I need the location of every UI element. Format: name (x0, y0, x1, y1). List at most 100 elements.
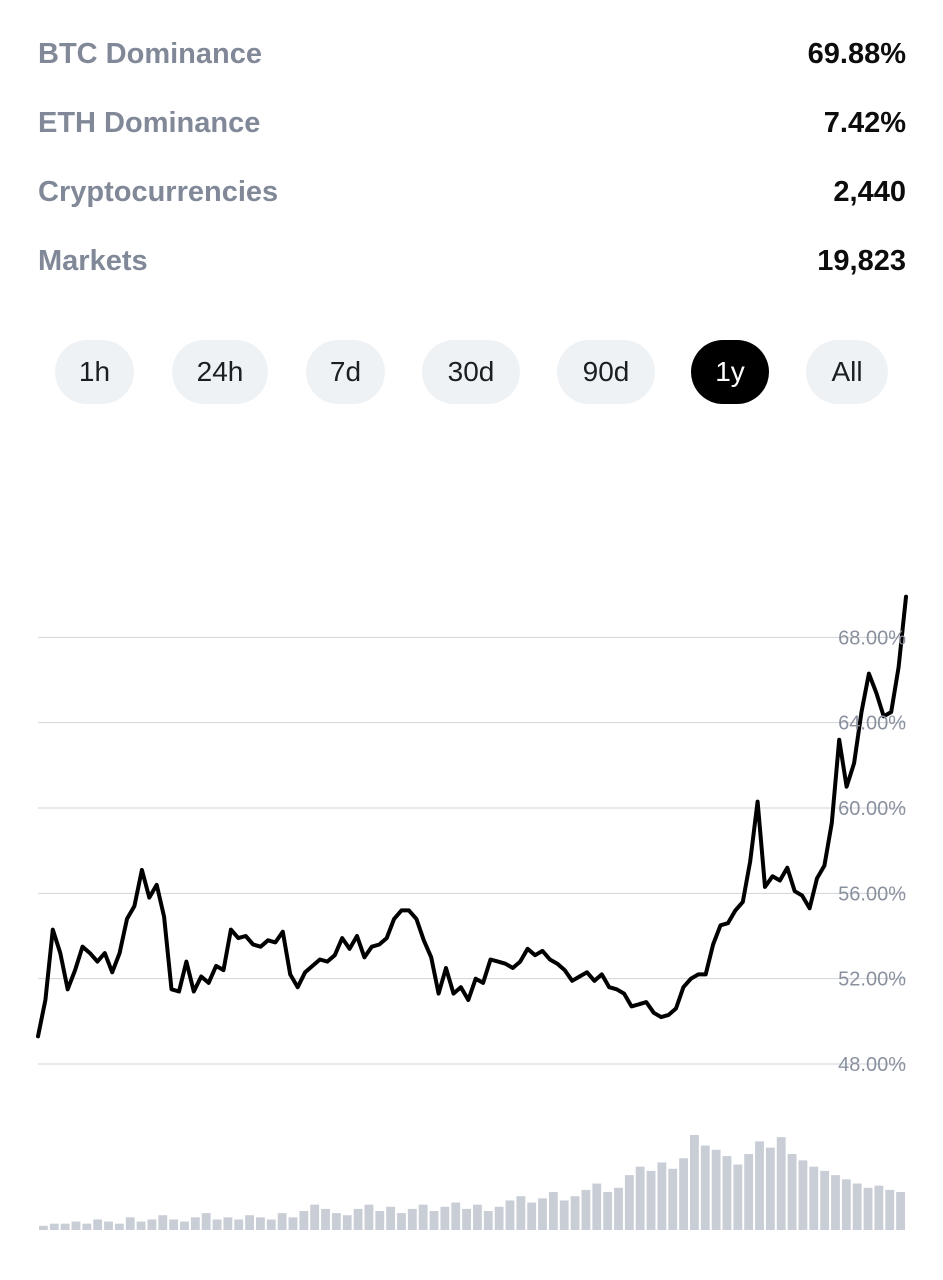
volume-bar (418, 1204, 428, 1230)
stat-row-btc-dominance: BTC Dominance 69.88% (38, 22, 906, 91)
volume-bar (505, 1200, 515, 1230)
y-tick-label: 52.00% (838, 969, 906, 991)
volume-bar (831, 1175, 840, 1230)
volume-bar (49, 1223, 59, 1230)
stat-label: BTC Dominance (38, 38, 262, 70)
volume-bar (386, 1206, 396, 1230)
range-tab-all[interactable]: All (806, 340, 888, 404)
stat-row-cryptocurrencies: Cryptocurrencies 2,440 (38, 160, 906, 229)
volume-bar (483, 1211, 493, 1230)
volume-bar (809, 1166, 819, 1230)
volume-bar (440, 1206, 450, 1230)
global-stats-panel: BTC Dominance 69.88% ETH Dominance 7.42%… (38, 22, 906, 298)
volume-bar (527, 1202, 537, 1230)
y-tick-label: 56.00% (838, 883, 906, 905)
volume-bar (559, 1200, 569, 1230)
volume-bar (538, 1198, 547, 1230)
volume-bar (885, 1189, 895, 1230)
dominance-line (36, 594, 908, 1039)
y-tick-label: 64.00% (838, 713, 906, 735)
volume-bar (776, 1137, 786, 1230)
volume-bar (288, 1217, 298, 1230)
volume-bar (321, 1208, 330, 1230)
volume-bar (212, 1219, 222, 1230)
volume-bar (353, 1208, 363, 1230)
y-tick-label: 60.00% (838, 798, 906, 820)
volume-bar (39, 1225, 48, 1230)
dominance-series (36, 594, 908, 1039)
volume-bar (657, 1162, 667, 1230)
stat-label: Cryptocurrencies (38, 176, 279, 208)
volume-bar (852, 1183, 862, 1230)
volume-bar (429, 1211, 439, 1230)
volume-bar (863, 1187, 873, 1230)
stat-row-markets: Markets 19,823 (38, 229, 906, 298)
volume-bar (765, 1147, 775, 1230)
volume-bar (397, 1213, 406, 1230)
volume-bar (223, 1217, 233, 1230)
range-tab-1y[interactable]: 1y (691, 340, 769, 404)
volume-bar (125, 1217, 135, 1230)
volume-bar (668, 1168, 678, 1230)
volume-bar (603, 1192, 613, 1230)
stat-value: 7.42% (823, 107, 906, 139)
volume-bar (733, 1164, 743, 1230)
volume-bar (451, 1202, 461, 1230)
volume-bar (60, 1223, 70, 1230)
range-tab-7d[interactable]: 7d (306, 340, 385, 404)
volume-bar (635, 1166, 645, 1230)
volume-bar (581, 1189, 591, 1230)
volume-bar (624, 1175, 634, 1230)
volume-bar (104, 1221, 113, 1230)
chart-gridlines (38, 636, 906, 1065)
volume-bar (158, 1215, 168, 1230)
volume-bar (310, 1204, 320, 1230)
volume-bar (570, 1196, 580, 1230)
volume-bar (755, 1141, 764, 1230)
volume-bar (114, 1223, 124, 1230)
y-axis-labels: 68.00% 64.00% 60.00% 56.00% 52.00% 48.00% (838, 627, 906, 1076)
volume-bar (82, 1223, 92, 1230)
stat-value: 2,440 (833, 176, 906, 208)
time-range-selector: 1h 24h 7d 30d 90d 1y All (0, 340, 943, 404)
dominance-line-chart[interactable]: 68.00% 64.00% 60.00% 56.00% 52.00% 48.00% (0, 420, 943, 1270)
volume-bar (592, 1183, 602, 1230)
stat-value: 69.88% (807, 38, 906, 70)
volume-bar (342, 1215, 352, 1230)
volume-bar (548, 1192, 558, 1230)
volume-bar (71, 1221, 81, 1230)
volume-bar (679, 1158, 688, 1230)
stat-label: ETH Dominance (38, 107, 261, 139)
volume-bar (820, 1170, 830, 1230)
volume-bar (180, 1221, 189, 1230)
range-tab-90d[interactable]: 90d (557, 340, 655, 404)
volume-bar (462, 1208, 471, 1230)
volume-bar (646, 1170, 656, 1230)
volume-bar (700, 1145, 710, 1230)
volume-bar (473, 1204, 482, 1230)
volume-bar (494, 1206, 504, 1230)
y-tick-label: 48.00% (838, 1054, 906, 1076)
volume-bar (169, 1219, 179, 1230)
volume-bar (722, 1156, 732, 1230)
volume-bar (234, 1219, 244, 1230)
volume-bar (331, 1213, 341, 1230)
volume-bar (614, 1187, 623, 1230)
volume-bar (874, 1185, 884, 1230)
volume-bar (407, 1208, 417, 1230)
stat-row-eth-dominance: ETH Dominance 7.42% (38, 91, 906, 160)
volume-bar (299, 1211, 309, 1230)
volume-bar (787, 1154, 797, 1230)
range-tab-24h[interactable]: 24h (172, 340, 268, 404)
volume-bar (798, 1160, 808, 1230)
volume-bar (841, 1179, 851, 1230)
volume-bar (256, 1217, 265, 1230)
y-tick-label: 68.00% (838, 627, 906, 649)
volume-bar (190, 1217, 200, 1230)
volume-bar (744, 1154, 754, 1230)
volume-bar (375, 1211, 385, 1230)
volume-bar (93, 1219, 103, 1230)
range-tab-30d[interactable]: 30d (422, 340, 520, 404)
volume-bar (896, 1192, 905, 1230)
range-tab-1h[interactable]: 1h (55, 340, 134, 404)
